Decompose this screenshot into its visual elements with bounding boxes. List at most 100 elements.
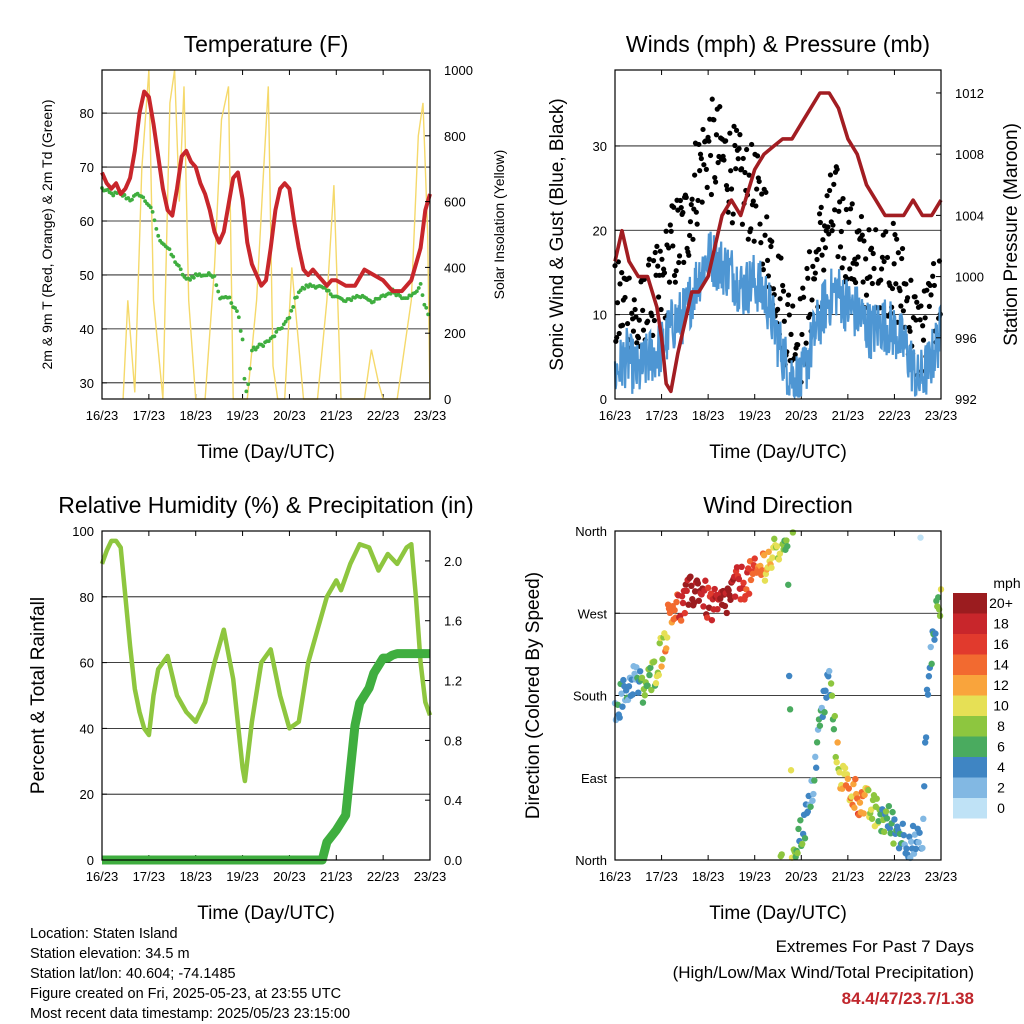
chart4-direction-point [671, 606, 678, 614]
chart2-gust-point [650, 258, 657, 264]
chart2-gust-point [616, 330, 622, 337]
chart2-gust-point [640, 307, 646, 313]
chart2-gust-point [884, 254, 891, 261]
chart2-gust-point [881, 258, 887, 265]
chart2-ytick-label: 10 [593, 308, 607, 323]
chart3-ytick-label: 60 [80, 656, 94, 671]
chart2-gust-point [738, 166, 745, 172]
chart4-direction-point [641, 692, 649, 699]
chart4-direction-point [714, 606, 721, 613]
chart4-xtick-label: 22/23 [878, 869, 911, 884]
chart4-direction-point [899, 820, 907, 827]
chart4-direction-point [925, 673, 933, 680]
chart3-frame [101, 530, 431, 861]
chart4-direction-point [851, 804, 858, 811]
chart2-gust-point [890, 220, 896, 227]
chart1-dew-point [122, 193, 127, 197]
chart4-legend-label: 8 [997, 718, 1005, 734]
station-location: Location: Staten Island [30, 926, 178, 942]
chart2-gust-point [646, 256, 652, 262]
chart2-gust-point [827, 172, 834, 178]
chart2-gust-point [835, 253, 841, 260]
chart4-direction-point [795, 825, 802, 833]
chart1-dew-point [141, 195, 146, 200]
chart1-dew-point [371, 299, 376, 304]
chart2-gust-point [924, 287, 930, 293]
chart2-gust-point [856, 228, 862, 234]
chart4-direction-point [890, 840, 897, 847]
chart4-direction-point [618, 690, 625, 697]
chart4-direction-point [695, 597, 703, 604]
chart2-gust-point [826, 231, 832, 237]
chart2-gust-point [820, 237, 826, 243]
chart2-gust-point [768, 243, 774, 250]
chart4-direction-point [924, 691, 932, 698]
chart1-dew-point [416, 286, 421, 290]
chart4-direction-point [694, 580, 702, 587]
chart4-direction-point [921, 739, 929, 746]
chart4-direction-point [659, 655, 666, 663]
chart2-gust-point [855, 254, 861, 260]
chart2-gust-point [792, 351, 798, 358]
chart2-gust-point [830, 222, 836, 228]
chart2-gust-point [645, 262, 652, 268]
chart2-gust-point [744, 146, 750, 153]
chart2-gust-point [861, 238, 867, 244]
chart4-direction-point [769, 554, 776, 561]
chart2-xlabel: Time (Day/UTC) [709, 442, 847, 463]
chart2-ytick-label: 30 [593, 139, 607, 154]
chart2-gust-point [825, 224, 831, 230]
chart2-gust-point [926, 303, 932, 309]
chart1-title: Temperature (F) [184, 31, 349, 57]
chart4-direction-point [850, 780, 857, 788]
chart4-legend-label: 16 [993, 636, 1009, 652]
chart2-xtick-label: 23/23 [925, 408, 958, 423]
chart1-ytick-label: 80 [80, 106, 94, 121]
chart4-direction-point [860, 810, 867, 817]
extremes-block: Extremes For Past 7 Days (High/Low/Max W… [673, 934, 974, 1012]
chart1-dew-point [156, 233, 161, 238]
chart1-dew-point [248, 366, 252, 371]
figure-created: Figure created on Fri, 2025-05-23, at 23… [30, 986, 342, 1002]
chart1-dew-point [283, 319, 288, 324]
chart4-xtick-label: 17/23 [645, 869, 678, 884]
chart2-gust-point [700, 126, 706, 133]
chart2-y2tick-label: 1000 [955, 270, 984, 285]
chart2-gust-point [703, 166, 709, 172]
chart2-gust-point [748, 226, 754, 232]
chart4-direction-point [688, 582, 695, 590]
chart2-gust-point [927, 282, 933, 289]
chart4-direction-point [917, 534, 924, 541]
chart2-gust-point [686, 252, 692, 258]
chart2-gust-point [695, 197, 701, 204]
chart2-gust-point [723, 138, 729, 144]
chart2-gust-point [624, 320, 631, 327]
chart4-direction-point [810, 790, 817, 798]
chart2-gust-point [900, 308, 906, 314]
chart2-ytick-label: 0 [600, 392, 607, 407]
chart4-direction-point [679, 599, 687, 607]
chart4-direction-point [725, 587, 732, 594]
chart4-legend-label: 4 [997, 759, 1005, 775]
chart2-gust-point [699, 199, 705, 205]
chart4-direction-point [887, 830, 894, 837]
chart1-dew-point [295, 295, 299, 300]
chart4-direction-point [821, 709, 828, 716]
chart1-dew-point [274, 330, 279, 334]
chart4-direction-point [799, 840, 806, 848]
chart4-direction-point [916, 829, 923, 836]
chart4-direction-point [635, 689, 642, 696]
chart2-gust-point [764, 214, 770, 220]
chart4-direction-point [778, 851, 785, 858]
chart2-gust-point [899, 255, 905, 262]
chart4-legend-swatch [953, 634, 987, 655]
chart2-gust-point [866, 227, 872, 233]
chart4-direction-point [687, 573, 694, 580]
chart4-direction-point [912, 845, 920, 853]
chart2-gust-point [873, 227, 879, 233]
chart2-gust-point [668, 228, 674, 234]
chart4-direction-point [700, 603, 707, 610]
chart2-xtick-label: 18/23 [692, 408, 725, 423]
chart2-gust-point [655, 294, 662, 300]
chart2-gust-point [819, 252, 825, 258]
